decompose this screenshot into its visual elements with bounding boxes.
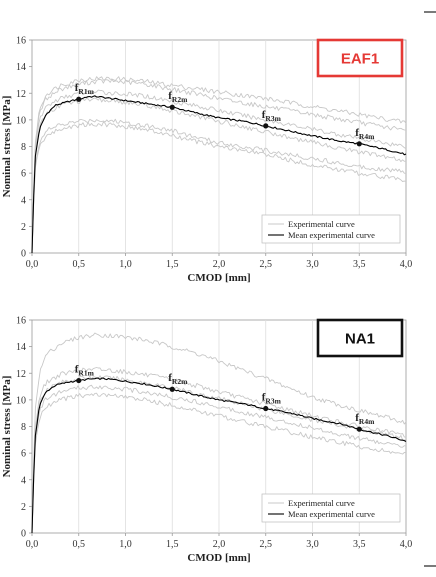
y-tick-label: 0	[21, 529, 26, 540]
marker-label-sub: R4m	[359, 132, 375, 141]
marker-f-r3m	[263, 405, 269, 412]
legend-entry-experimental: Experimental curve	[288, 219, 355, 229]
panel-badge-label: EAF1	[341, 51, 379, 68]
chart-na1: 0,0 0,5 1,0 1,5 2,0 2,5 3,0 3,5 4,0 0 2 4 6 8 10 12 14 16…	[1, 316, 412, 565]
legend-entry-mean: Mean experimental curve	[288, 230, 375, 240]
marker-label-f-r2m: fR2m	[168, 372, 188, 386]
x-tick-label: 2,0	[213, 539, 226, 550]
legend-entry-experimental: Experimental curve	[288, 498, 355, 508]
marker-label-f-r1m: fR1m	[75, 364, 95, 378]
x-tick-label: 0,5	[73, 539, 86, 550]
y-tick-label: 4	[21, 475, 26, 486]
marker-f-r2m	[169, 104, 175, 110]
x-tick-label: 2,5	[260, 539, 273, 550]
legend-entry-mean: Mean experimental curve	[288, 509, 375, 519]
y-tick-label: 2	[21, 502, 26, 513]
panel-badge-box	[316, 38, 404, 78]
x-tick-label: 1,5	[166, 259, 179, 270]
y-tick-label: 4	[21, 195, 26, 206]
marker-f-r3m	[263, 123, 269, 129]
marker-label-f-r4m: fR4m	[355, 412, 375, 426]
x-tick-label: 1,0	[119, 259, 132, 270]
x-tick-label: 3,5	[353, 539, 366, 550]
series-experimental-curve	[31, 392, 406, 534]
marker-label-main: f	[262, 109, 266, 121]
marker-label-sub: R1m	[78, 87, 94, 96]
marker-label-sub: R3m	[265, 114, 281, 123]
marker-label-main: f	[355, 127, 359, 139]
marker-label-main: f	[168, 90, 172, 102]
marker-label-main: f	[168, 372, 172, 384]
x-tick-label: 0,0	[26, 259, 39, 270]
y-tick-label: 6	[21, 449, 26, 460]
x-tick-label: 4,0	[400, 539, 413, 550]
series-experimental-curve	[31, 78, 407, 254]
x-tick-label: 3,0	[306, 259, 319, 270]
y-axis-title: Nominal stress [MPa]	[1, 96, 13, 198]
x-tick-label: 0,0	[26, 539, 39, 550]
series-experimental-curve	[31, 76, 407, 254]
marker-label-f-r3m: fR3m	[262, 109, 282, 123]
marker-label-sub: R4m	[359, 417, 375, 426]
y-tick-label: 10	[16, 115, 26, 126]
marker-label-sub: R3m	[265, 397, 281, 406]
marker-label-f-r1m: fR1m	[75, 82, 95, 96]
y-tick-label: 12	[16, 369, 26, 380]
y-tick-label: 8	[21, 142, 26, 153]
y-axis-title: Nominal stress [MPa]	[1, 376, 13, 478]
marker-f-r2m	[169, 386, 175, 392]
marker-label-f-r2m: fR2m	[168, 90, 188, 104]
y-tick-label: 6	[21, 169, 26, 180]
x-tick-label: 3,0	[306, 539, 319, 550]
x-axis-title: CMOD [mm]	[187, 272, 250, 284]
marker-label-main: f	[262, 392, 266, 404]
y-tick-label: 12	[16, 89, 26, 100]
x-tick-label: 1,0	[119, 539, 132, 550]
x-tick-label: 2,0	[213, 259, 226, 270]
series-mean-curve	[31, 95, 407, 254]
y-tick-label: 16	[16, 36, 26, 47]
panel-badge-label: NA1	[345, 331, 375, 348]
legend-box	[261, 214, 401, 244]
marker-f-r4m	[356, 141, 362, 147]
chart-eaf1: 0,0 0,5 1,0 1,5 2,0 2,5 3,0 3,5 4,0 0 2 4 6 8 10 12 14 16…	[1, 36, 412, 285]
series-experimental-curve	[31, 384, 407, 534]
y-tick-label: 14	[16, 62, 26, 73]
series-experimental-curve	[31, 118, 407, 254]
series-mean-curve	[31, 377, 407, 534]
series-experimental-curve	[31, 97, 407, 254]
y-tick-label: 14	[16, 342, 26, 353]
marker-label-main: f	[75, 364, 79, 376]
x-tick-label: 2,5	[260, 259, 273, 270]
marker-label-sub: R2m	[172, 377, 188, 386]
y-tick-label: 10	[16, 395, 26, 406]
marker-label-main: f	[355, 412, 359, 424]
marker-label-sub: R1m	[78, 369, 94, 378]
marker-label-main: f	[75, 82, 79, 94]
marker-label-f-r4m: fR4m	[355, 127, 375, 141]
marker-label-sub: R2m	[172, 95, 188, 104]
y-tick-label: 8	[21, 422, 26, 433]
series-experimental-curve	[31, 121, 407, 254]
marker-f-r1m	[76, 96, 82, 102]
x-tick-label: 1,5	[166, 539, 179, 550]
series-experimental-curve	[31, 367, 407, 534]
y-tick-label: 0	[21, 249, 26, 260]
series-experimental-curve	[31, 332, 407, 534]
y-tick-label: 2	[21, 222, 26, 233]
marker-f-r4m	[356, 426, 362, 432]
marker-label-f-r3m: fR3m	[262, 392, 282, 406]
x-axis-title: CMOD [mm]	[187, 552, 250, 564]
x-tick-label: 3,5	[353, 259, 366, 270]
x-tick-label: 4,0	[400, 259, 413, 270]
series-experimental-curve	[31, 89, 407, 254]
series-experimental-curve	[31, 375, 406, 534]
x-tick-label: 0,5	[73, 259, 86, 270]
legend-box	[261, 493, 401, 523]
panel-badge-box	[316, 318, 404, 358]
marker-f-r1m	[76, 377, 82, 384]
y-tick-label: 16	[16, 316, 26, 327]
